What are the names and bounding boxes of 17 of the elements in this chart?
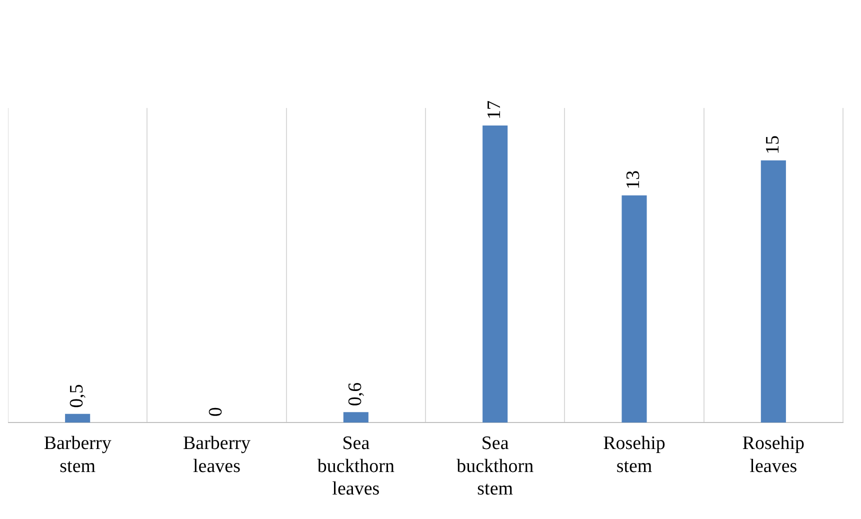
bar	[65, 414, 90, 423]
data-label: 17	[484, 100, 506, 120]
data-label: 15	[762, 135, 784, 154]
x-tick-label: Barberry stem	[44, 432, 112, 477]
x-tick-label: Rosehip leaves	[742, 432, 805, 477]
data-label: 0,5	[66, 384, 88, 408]
data-label: 13	[623, 170, 644, 190]
bar	[343, 412, 368, 423]
bar	[760, 160, 786, 423]
x-tick-label: Rosehip stem	[603, 432, 666, 477]
x-tick-label: Sea buckthorn leaves	[317, 432, 395, 500]
x-tick-label: Sea buckthorn stem	[456, 432, 534, 500]
bar	[622, 195, 647, 423]
bar	[482, 125, 508, 423]
x-tick-label: Barberry leaves	[182, 432, 252, 477]
data-label: 0	[206, 407, 227, 417]
data-label: 0,6	[344, 382, 366, 406]
